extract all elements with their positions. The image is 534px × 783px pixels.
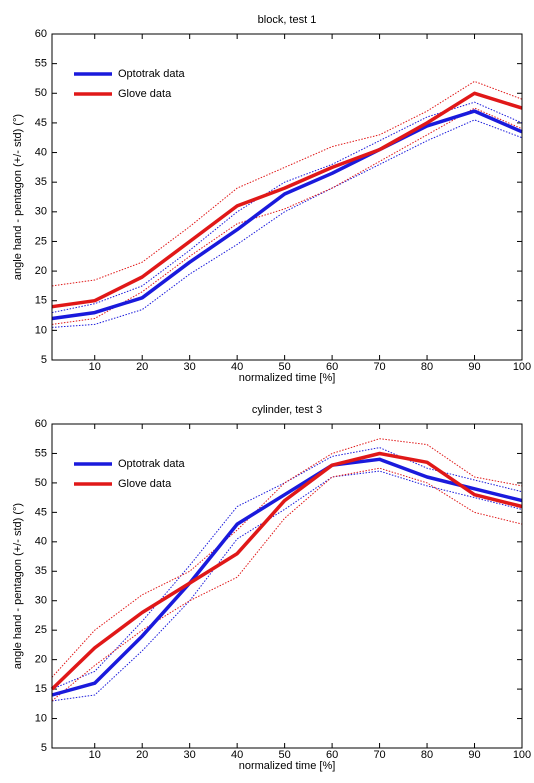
- x-tick-label: 10: [89, 361, 101, 373]
- chart-title: block, test 1: [258, 14, 317, 26]
- x-tick-label: 70: [373, 749, 385, 761]
- x-tick-label: 50: [279, 749, 291, 761]
- x-tick-label: 30: [184, 361, 196, 373]
- x-tick-label: 80: [421, 749, 433, 761]
- x-tick-label: 10: [89, 749, 101, 761]
- y-tick-label: 15: [35, 295, 47, 307]
- y-tick-label: 10: [35, 324, 47, 336]
- y-tick-label: 30: [35, 595, 47, 607]
- y-axis-label: angle hand - pentagon (+/- std) (°): [12, 503, 24, 669]
- x-tick-label: 20: [136, 361, 148, 373]
- y-tick-label: 60: [35, 418, 47, 430]
- y-tick-label: 50: [35, 87, 47, 99]
- legend-label: Optotrak data: [118, 458, 186, 470]
- x-tick-label: 40: [231, 749, 243, 761]
- std-line: [51, 107, 523, 325]
- series-line: [51, 457, 523, 697]
- x-tick-label: 70: [373, 361, 385, 373]
- y-tick-label: 40: [35, 536, 47, 548]
- x-tick-label: 90: [468, 749, 480, 761]
- x-axis-label: normalized time [%]: [239, 372, 336, 384]
- x-tick-label: 100: [513, 749, 531, 761]
- std-line: [51, 80, 523, 287]
- y-tick-label: 45: [35, 506, 47, 518]
- y-tick-label: 45: [35, 117, 47, 129]
- y-tick-label: 25: [35, 235, 47, 247]
- y-axis-label: angle hand - pentagon (+/- std) (°): [12, 114, 24, 280]
- series-line: [50, 451, 523, 691]
- legend-label: Optotrak data: [118, 68, 186, 80]
- legend-label: Glove data: [118, 478, 172, 490]
- y-tick-label: 30: [35, 206, 47, 218]
- series-line: [51, 91, 523, 309]
- y-tick-label: 20: [35, 654, 47, 666]
- plot-frame: [51, 423, 523, 749]
- plot-frame: [51, 33, 523, 361]
- std-line: [51, 470, 523, 702]
- std-line: [51, 467, 523, 702]
- x-tick-label: 100: [513, 361, 531, 373]
- x-tick-label: 60: [326, 361, 338, 373]
- y-tick-label: 55: [35, 58, 47, 70]
- legend-label: Glove data: [118, 88, 172, 100]
- x-tick-label: 20: [136, 749, 148, 761]
- x-tick-label: 60: [326, 749, 338, 761]
- x-tick-label: 90: [468, 361, 480, 373]
- x-tick-label: 80: [421, 361, 433, 373]
- y-tick-label: 15: [35, 683, 47, 695]
- std-line: [51, 101, 523, 314]
- y-tick-label: 35: [35, 565, 47, 577]
- x-axis-label: normalized time [%]: [239, 760, 336, 772]
- y-tick-label: 10: [35, 712, 47, 724]
- x-tick-label: 50: [279, 361, 291, 373]
- std-line: [51, 119, 523, 328]
- std-line: [51, 438, 523, 678]
- y-tick-label: 5: [41, 354, 47, 366]
- y-tick-label: 5: [41, 742, 47, 754]
- y-tick-label: 35: [35, 176, 47, 188]
- y-tick-label: 50: [35, 477, 47, 489]
- x-tick-label: 40: [231, 361, 243, 373]
- y-tick-label: 20: [35, 265, 47, 277]
- y-tick-label: 60: [35, 28, 47, 40]
- chart-title: cylinder, test 3: [252, 404, 322, 416]
- series-line: [51, 109, 523, 321]
- y-tick-label: 40: [35, 146, 47, 158]
- x-tick-label: 30: [184, 749, 196, 761]
- y-tick-label: 25: [35, 624, 47, 636]
- y-tick-label: 55: [35, 447, 47, 459]
